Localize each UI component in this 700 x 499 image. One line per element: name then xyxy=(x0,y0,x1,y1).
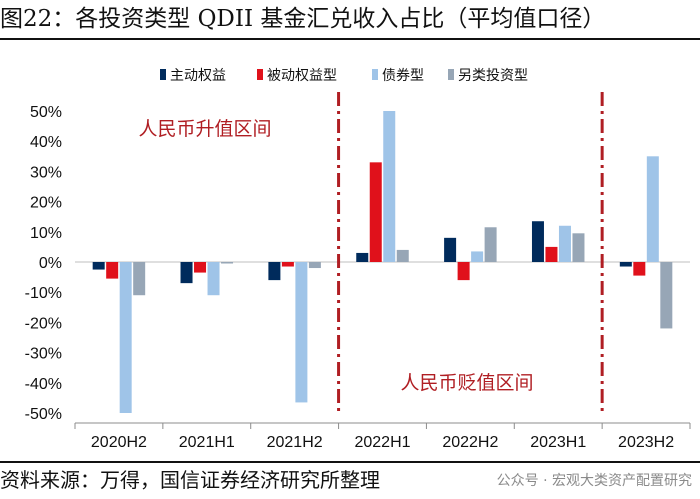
bar-2021H1-0 xyxy=(180,262,193,284)
y-tick-label: -40% xyxy=(25,376,62,393)
y-tick-label: -10% xyxy=(25,285,62,302)
bar-2021H1-1 xyxy=(194,262,207,273)
legend-label: 主动权益 xyxy=(170,68,226,84)
bar-2022H1-1 xyxy=(369,162,382,262)
annotation-appreciation: 人民币升值区间 xyxy=(138,118,271,140)
x-tick-label: 2022H2 xyxy=(442,434,498,451)
bar-2022H2-0 xyxy=(444,237,457,262)
bar-2022H1-3 xyxy=(396,249,409,262)
bar-2022H2-3 xyxy=(484,227,497,262)
x-tick-label: 2023H1 xyxy=(530,434,586,451)
y-tick-label: 30% xyxy=(30,164,62,181)
bar-2023H2-3 xyxy=(660,262,673,329)
bar-2021H1-3 xyxy=(221,262,234,264)
bar-2021H2-0 xyxy=(268,262,281,281)
bar-2022H2-1 xyxy=(457,262,470,281)
y-tick-label: 0% xyxy=(39,255,62,272)
legend-label: 另类投资型 xyxy=(458,68,528,84)
chart-title: 图22：各投资类型 QDII 基金汇兑收入占比（平均值口径） xyxy=(0,6,606,32)
legend-swatch xyxy=(448,69,454,80)
bar-2020H2-1 xyxy=(106,262,119,279)
bar-2023H1-3 xyxy=(572,233,585,262)
bar-2022H1-0 xyxy=(356,252,369,262)
bar-2020H2-0 xyxy=(92,262,105,270)
annotation-depreciation: 人民币贬值区间 xyxy=(400,372,533,394)
x-tick-label: 2020H2 xyxy=(91,434,147,451)
legend-swatch xyxy=(257,69,263,80)
x-tick-label: 2023H2 xyxy=(618,434,674,451)
footer-divider xyxy=(0,461,700,463)
bar-2023H1-0 xyxy=(531,221,544,262)
y-tick-label: -50% xyxy=(25,406,62,423)
y-tick-label: 10% xyxy=(30,225,62,242)
bar-2021H1-2 xyxy=(207,262,220,296)
y-tick-label: -30% xyxy=(25,346,62,363)
y-tick-label: 40% xyxy=(30,134,62,151)
bar-2023H2-2 xyxy=(646,156,659,262)
x-tick-label: 2021H2 xyxy=(267,434,323,451)
bar-2023H1-2 xyxy=(558,225,571,262)
title-divider xyxy=(0,38,700,40)
bar-2023H2-0 xyxy=(619,262,632,267)
bar-2022H2-2 xyxy=(471,251,484,262)
source-note: 资料来源：万得，国信证券经济研究所整理 xyxy=(0,468,380,492)
legend-swatch xyxy=(160,69,166,80)
bar-chart: -50% -40% -30% -20% -10% 0% 10% 20% 30% 40% 50% 202… xyxy=(25,68,691,451)
bar-2023H1-1 xyxy=(545,246,558,262)
legend-swatch xyxy=(372,69,378,80)
watermark: 公众号 · 宏观大类资产配置研究 xyxy=(496,473,692,489)
legend-label: 被动权益型 xyxy=(267,68,337,84)
x-tick-label: 2021H1 xyxy=(179,434,235,451)
y-tick-label: 20% xyxy=(30,195,62,212)
x-tick-label: 2022H1 xyxy=(354,434,410,451)
bar-2020H2-2 xyxy=(119,262,132,413)
bar-2021H2-1 xyxy=(281,262,294,267)
bar-2022H1-2 xyxy=(383,111,396,262)
bar-2021H2-3 xyxy=(308,262,321,269)
y-tick-label: 50% xyxy=(30,104,62,121)
bar-2023H2-1 xyxy=(633,262,646,276)
legend-label: 债券型 xyxy=(382,68,424,84)
bar-2020H2-3 xyxy=(133,262,146,296)
y-tick-label: -20% xyxy=(25,315,62,332)
bar-2021H2-2 xyxy=(295,262,308,403)
